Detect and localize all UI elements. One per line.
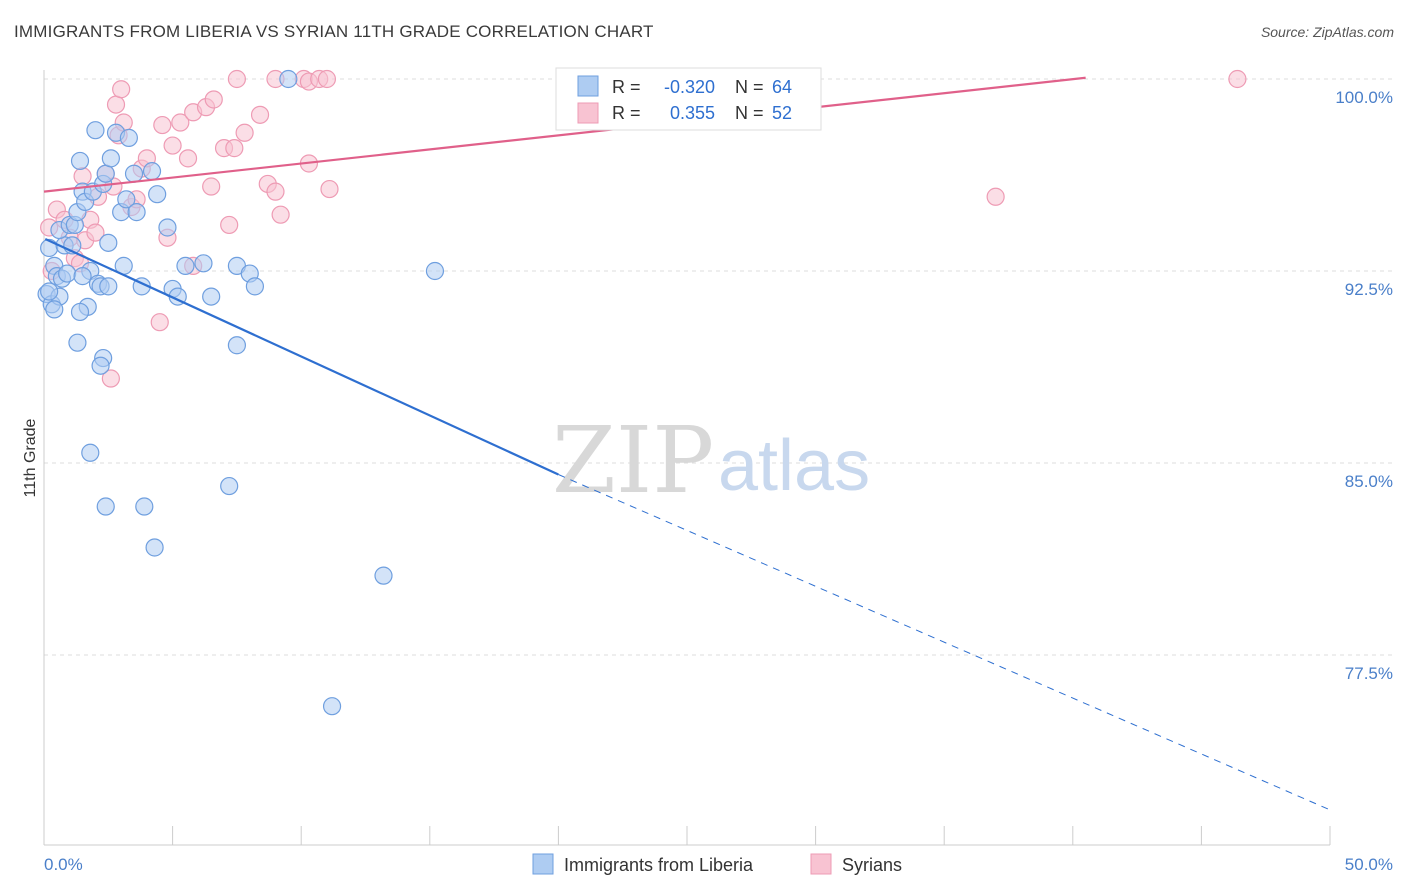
stats-n-label-syrians: N = [735, 103, 764, 123]
syrians-point-10 [73, 167, 92, 186]
syrians-point-48 [150, 313, 169, 332]
syrians-point-22 [153, 115, 172, 135]
liberia-point-42 [158, 218, 177, 237]
liberia-point-50 [245, 277, 265, 296]
legend-label-syrians: Syrians [842, 855, 902, 875]
liberia-point-19 [73, 267, 92, 286]
liberia-point-34 [99, 277, 118, 296]
stats-box: R = -0.320 N = 64 R = 0.355 N = 52 [555, 67, 822, 131]
legend-swatch-syrians [810, 853, 832, 875]
legend-item-liberia[interactable]: Immigrants from Liberia [532, 853, 754, 875]
chart-title: IMMIGRANTS FROM LIBERIA VS SYRIAN 11TH G… [14, 22, 654, 41]
liberia-point-60 [145, 538, 164, 557]
liberia-point-22 [96, 164, 115, 183]
x-tick-label-max: 50.0% [1345, 855, 1393, 874]
liberia-point-36 [70, 302, 90, 322]
syrians-point-9 [86, 223, 105, 242]
liberia-point-41 [148, 185, 167, 204]
syrians-point-34 [220, 215, 239, 235]
series-liberia-points [37, 69, 445, 716]
liberia-point-27 [119, 128, 138, 147]
syrians-point-51 [1228, 69, 1247, 89]
syrians-point-37 [271, 205, 290, 224]
liberia-point-28 [124, 164, 144, 183]
stats-box-frame [555, 67, 822, 131]
liberia-point-55 [227, 336, 246, 355]
liberia-point-0 [40, 238, 59, 258]
y-axis-label: 11th Grade [22, 418, 39, 497]
trend-line-syrians [43, 76, 1086, 193]
watermark: ZIP atlas [552, 407, 870, 514]
y-tick-label-1: 85.0% [1345, 472, 1393, 491]
liberia-point-29 [127, 203, 146, 222]
liberia-point-56 [81, 443, 100, 462]
syrians-point-49 [101, 369, 120, 388]
syrians-point-33 [250, 105, 270, 124]
legend-swatch-liberia [532, 853, 554, 875]
watermark-zip: ZIP [552, 407, 714, 514]
trend-line-liberia-extension [558, 474, 1331, 811]
syrians-point-40 [227, 69, 246, 89]
liberia-point-63 [425, 261, 445, 281]
y-tick-label-0: 77.5% [1345, 664, 1393, 683]
stats-n-label-liberia: N = [735, 77, 764, 97]
syrians-point-24 [171, 113, 190, 132]
liberia-point-61 [374, 566, 393, 585]
trend-line-liberia [44, 238, 559, 476]
syrians-point-23 [163, 136, 182, 155]
stats-r-value-liberia: -0.320 [664, 77, 715, 97]
legend: Immigrants from Liberia Syrians [532, 853, 902, 875]
liberia-point-23 [101, 149, 120, 168]
y-tick-label-3: 100.0% [1335, 88, 1393, 107]
liberia-point-46 [194, 254, 213, 273]
x-tick-label-min: 0.0% [44, 855, 83, 874]
liberia-point-9 [58, 264, 77, 283]
source-label: Source: ZipAtlas.com [1260, 24, 1394, 40]
stats-r-label-liberia: R = [612, 77, 641, 97]
stats-n-value-syrians: 52 [772, 103, 792, 123]
syrians-point-21 [112, 80, 131, 99]
syrians-point-29 [202, 177, 221, 196]
liberia-point-62 [322, 697, 342, 716]
syrians-point-36 [266, 182, 285, 201]
liberia-point-37 [45, 300, 64, 319]
x-tick-marks [43, 826, 1331, 845]
liberia-point-59 [220, 476, 239, 496]
y-tick-labels: 77.5% 85.0% 92.5% 100.0% [1335, 88, 1393, 683]
liberia-point-30 [99, 233, 118, 252]
stats-swatch-liberia [577, 75, 599, 97]
syrians-point-25 [178, 149, 198, 168]
syrians-point-31 [225, 139, 244, 158]
stats-swatch-syrians [577, 102, 599, 124]
liberia-point-51 [279, 69, 298, 89]
liberia-point-45 [176, 256, 195, 275]
syrians-point-32 [235, 123, 254, 142]
legend-item-syrians[interactable]: Syrians [810, 853, 902, 875]
syrians-point-39 [320, 179, 339, 199]
liberia-point-57 [96, 497, 115, 516]
syrians-point-50 [986, 187, 1005, 206]
liberia-point-47 [202, 287, 221, 306]
grid-lines [44, 78, 1393, 656]
y-tick-label-2: 92.5% [1345, 280, 1393, 299]
watermark-atlas: atlas [718, 426, 870, 506]
syrians-point-20 [106, 95, 126, 114]
liberia-point-14 [70, 151, 90, 171]
trend-lines [43, 76, 1331, 811]
liberia-point-26 [117, 190, 136, 209]
syrians-point-28 [204, 90, 223, 109]
liberia-point-20 [86, 121, 105, 140]
liberia-point-38 [40, 282, 59, 301]
liberia-point-54 [91, 356, 110, 375]
liberia-point-58 [135, 497, 154, 516]
stats-r-value-syrians: 0.355 [670, 103, 715, 123]
stats-n-value-liberia: 64 [772, 77, 792, 97]
syrians-point-45 [317, 69, 337, 89]
liberia-point-52 [68, 333, 87, 352]
liberia-point-40 [142, 162, 162, 181]
legend-label-liberia: Immigrants from Liberia [564, 855, 754, 875]
stats-r-label-syrians: R = [612, 103, 641, 123]
